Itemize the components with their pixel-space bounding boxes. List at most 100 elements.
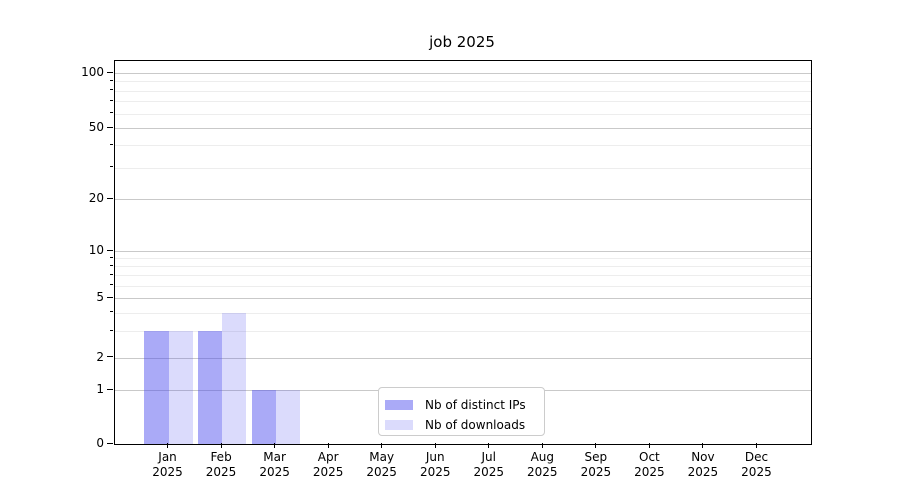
y-tick-label: 2 (96, 349, 104, 364)
gridline-minor (115, 312, 811, 314)
gridline-major (115, 357, 811, 359)
y-tick-label: 20 (88, 191, 104, 206)
y-tick-label: 1 (96, 382, 104, 397)
gridline-minor (115, 167, 811, 169)
y-axis-minor-tick (110, 112, 113, 114)
x-tick-label: Feb 2025 (189, 450, 253, 480)
gridline-minor (115, 285, 811, 287)
x-tick-label: Jun 2025 (403, 450, 467, 480)
y-tick-label: 5 (96, 290, 104, 305)
y-axis-tick (107, 356, 113, 358)
x-axis-tick (702, 443, 704, 448)
y-axis-tick (107, 249, 113, 251)
x-tick-label: May 2025 (350, 450, 414, 480)
legend-item-distinct-ips: Nb of distinct IPs (379, 395, 544, 415)
x-tick-label: Apr 2025 (296, 450, 360, 480)
x-axis-tick (488, 443, 490, 448)
y-axis-tick (107, 71, 113, 73)
plot-area (114, 60, 812, 445)
x-axis-tick (327, 443, 329, 448)
legend-label-downloads: Nb of downloads (425, 418, 526, 432)
y-axis-minor-tick (110, 143, 113, 145)
gridline-minor (115, 113, 811, 115)
gridline-major (115, 251, 811, 252)
x-tick-year: 2025 (259, 465, 290, 479)
x-tick-month: Apr (317, 450, 339, 464)
x-tick-year: 2025 (527, 465, 558, 479)
y-axis-tick (107, 126, 113, 128)
x-tick-label: Nov 2025 (671, 450, 735, 480)
y-tick-label: 50 (88, 120, 104, 134)
x-axis-tick (167, 443, 169, 448)
x-tick-label: Jan 2025 (136, 450, 200, 480)
x-tick-year: 2025 (473, 465, 505, 479)
x-tick-year: 2025 (205, 465, 237, 479)
x-tick-month: Aug (530, 450, 555, 464)
x-tick-month: Sep (584, 450, 608, 464)
x-tick-month: Jul (481, 450, 496, 464)
x-axis-tick (648, 443, 650, 448)
y-axis-tick (107, 296, 113, 298)
bar-distinct-ips-mar (251, 390, 276, 444)
gridline-minor (115, 331, 811, 333)
x-tick-year: 2025 (687, 465, 719, 479)
x-tick-month: Jun (425, 450, 445, 464)
gridline-minor (115, 258, 811, 260)
x-axis-tick (274, 443, 276, 448)
x-axis-tick (220, 443, 222, 448)
y-tick-label: 0 (96, 436, 104, 450)
x-tick-label: Aug 2025 (510, 450, 574, 480)
gridline-minor (115, 275, 811, 277)
y-axis-tick (107, 388, 113, 390)
x-tick-year: 2025 (419, 465, 451, 479)
x-tick-label: Oct 2025 (617, 450, 681, 480)
legend-label-distinct-ips: Nb of distinct IPs (425, 398, 526, 412)
x-tick-year: 2025 (741, 465, 772, 479)
x-axis-tick (595, 443, 597, 448)
y-axis-tick (107, 197, 113, 199)
bar-downloads-mar (275, 390, 300, 444)
gridline-minor (115, 101, 811, 103)
x-tick-year: 2025 (366, 465, 397, 479)
y-axis-minor-tick (110, 79, 113, 81)
gridline-major (115, 73, 811, 74)
y-axis-minor-tick (110, 264, 113, 266)
legend: Nb of distinct IPs Nb of downloads (378, 387, 545, 436)
y-axis-minor-tick (110, 284, 113, 286)
y-axis-tick (107, 442, 113, 444)
gridline-major (115, 298, 811, 300)
x-tick-month: Jan (158, 450, 177, 464)
legend-swatch-distinct-ips (385, 400, 413, 410)
bar-distinct-ips-jan (144, 331, 169, 444)
x-tick-year: 2025 (312, 465, 344, 479)
bar-downloads-feb (222, 312, 247, 444)
y-tick-label: 10 (88, 243, 104, 257)
x-tick-month: Mar (263, 450, 286, 464)
y-axis-minor-tick (110, 329, 113, 331)
legend-item-downloads: Nb of downloads (379, 415, 544, 435)
x-tick-month: Dec (744, 450, 769, 464)
x-tick-year: 2025 (580, 465, 612, 479)
y-axis-minor-tick (110, 166, 113, 168)
x-tick-label: Jul 2025 (457, 450, 521, 480)
gridline-minor (115, 81, 811, 83)
gridline-major (115, 199, 811, 201)
x-axis-tick (381, 443, 383, 448)
x-tick-month: Feb (210, 450, 232, 464)
gridline-major (115, 128, 811, 129)
y-tick-label: 100 (81, 65, 104, 79)
x-tick-month: Oct (639, 450, 660, 464)
x-axis-tick (541, 443, 543, 448)
chart-title: job 2025 (429, 33, 495, 51)
bar-distinct-ips-feb (197, 331, 223, 444)
x-tick-label: Sep 2025 (564, 450, 628, 480)
x-tick-year: 2025 (152, 465, 183, 479)
x-tick-year: 2025 (634, 465, 665, 479)
gridline-minor (115, 90, 811, 92)
x-tick-label: Dec 2025 (724, 450, 788, 480)
x-tick-month: Nov (691, 450, 715, 464)
bar-downloads-jan (168, 331, 193, 444)
y-axis-minor-tick (110, 89, 113, 91)
gridline-minor (115, 145, 811, 147)
